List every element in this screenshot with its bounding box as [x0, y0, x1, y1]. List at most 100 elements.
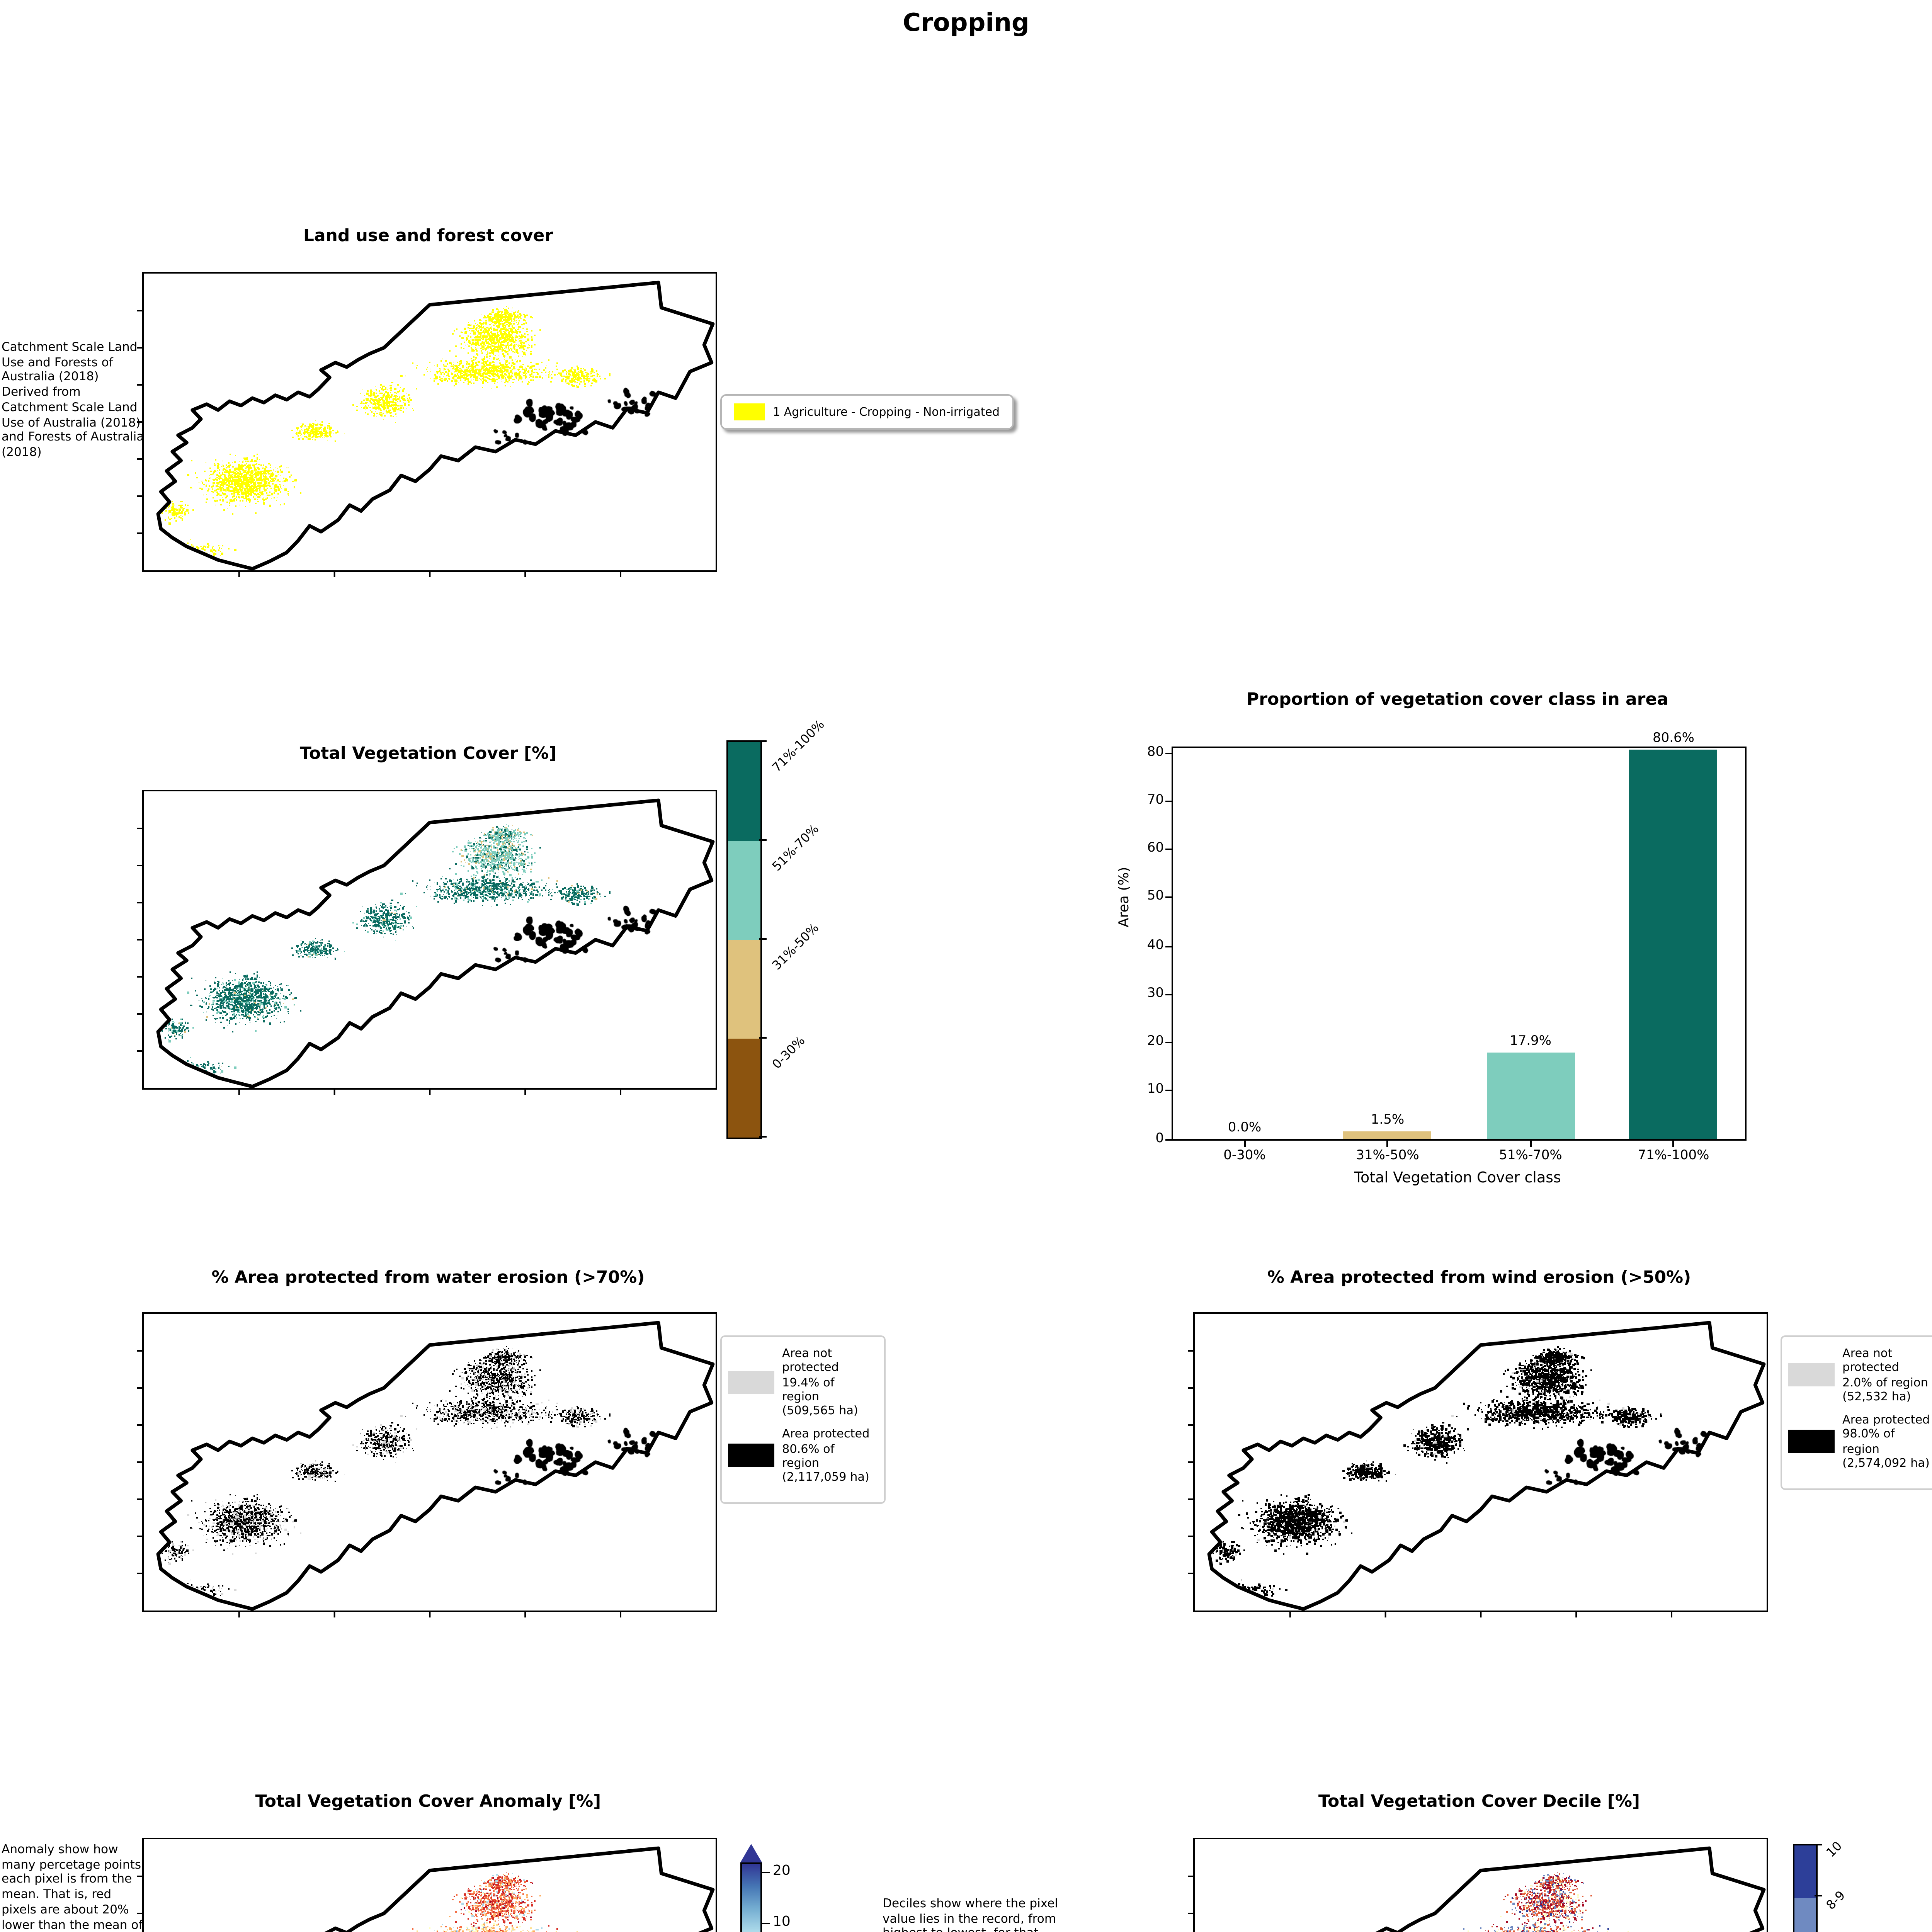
landuse-title: Land use and forest cover	[303, 226, 553, 246]
anomaly-map	[137, 1838, 717, 1932]
chart-y-tick-label: 60	[1147, 841, 1164, 857]
legend-label: Area not protected 19.4% of region (509,…	[782, 1346, 858, 1417]
anomaly-colorbar-tick	[762, 1922, 770, 1924]
chart-x-tick-label: 51%-70%	[1499, 1148, 1562, 1164]
wind-erosion-title: % Area protected from wind erosion (>50%…	[1267, 1267, 1691, 1287]
chart-bar	[1629, 750, 1718, 1139]
chart-y-tick	[1165, 993, 1173, 995]
legend-swatch-yellow	[734, 403, 765, 420]
anomaly-title: Total Vegetation Cover Anomaly [%]	[255, 1791, 601, 1811]
chart-y-tick-label: 40	[1147, 937, 1164, 953]
chart-y-tick-label: 20	[1147, 1034, 1164, 1050]
chart-bar-value-label: 0.0%	[1228, 1121, 1262, 1136]
legend-swatch-gray	[1788, 1363, 1835, 1386]
decile-colorbar-label: 10	[1824, 1839, 1845, 1860]
decile-colorbar	[1793, 1844, 1818, 1932]
tvc-colorbar-tick	[759, 740, 767, 742]
chart-x-tick	[1387, 1139, 1388, 1147]
legend-item: Area protected 98.0% of region (2,574,09…	[1788, 1413, 1932, 1470]
water-erosion-map	[137, 1312, 717, 1617]
decile-class-swatch	[1794, 1897, 1816, 1932]
chart-x-tick	[1244, 1139, 1245, 1147]
legend-swatch-black	[1788, 1430, 1835, 1453]
tvc-class-swatch	[728, 841, 760, 940]
chart-y-tick	[1165, 897, 1173, 899]
legend-label: Area protected 98.0% of region (2,574,09…	[1842, 1413, 1930, 1469]
chart-y-tick-label: 80	[1147, 744, 1164, 760]
tvc-colorbar-tick	[759, 1136, 767, 1138]
tvc-colorbar-label: 51%-70%	[770, 822, 822, 874]
proportion-bar-chart: 0 10 20 30 40 50 60 70 80 0.0% 0-30% 1.5% 31%-50% 17.…	[1147, 731, 1747, 1164]
decile-class-swatch	[1794, 1845, 1816, 1898]
colorbar-gradient	[740, 1862, 762, 1932]
catchment-outline	[137, 281, 715, 577]
chart-y-tick	[1165, 1042, 1173, 1044]
anomaly-colorbar	[740, 1844, 762, 1932]
catchment-outline	[137, 1846, 715, 1932]
decile-colorbar-tick	[1815, 1895, 1822, 1897]
proportion-chart-title: Proportion of vegetation cover class in …	[1247, 689, 1668, 709]
landuse-legend-label: 1 Agriculture - Cropping - Non-irrigated	[773, 405, 1000, 419]
water-erosion-map-pixels	[144, 1314, 716, 1611]
anomaly-map-pixels	[144, 1839, 716, 1932]
tvc-colorbar-tick	[759, 839, 767, 841]
landuse-legend: 1 Agriculture - Cropping - Non-irrigated	[720, 394, 1014, 430]
chart-y-tick-label: 10	[1147, 1082, 1164, 1098]
chart-y-tick	[1165, 752, 1173, 754]
anomaly-colorbar-tick-label: 10	[773, 1915, 791, 1930]
chart-bar-value-label: 1.5%	[1371, 1113, 1405, 1129]
chart-y-tick	[1165, 800, 1173, 802]
chart-bar-value-label: 17.9%	[1509, 1034, 1551, 1050]
tvc-title: Total Vegetation Cover [%]	[299, 743, 557, 764]
legend-label: Area protected 80.6% of region (2,117,05…	[782, 1427, 870, 1484]
tvc-map	[137, 790, 717, 1095]
catchment-outline	[1188, 1846, 1766, 1932]
chart-y-axis-label: Area (%)	[1117, 867, 1133, 927]
decile-title: Total Vegetation Cover Decile [%]	[1318, 1791, 1640, 1811]
legend-swatch-black	[728, 1444, 774, 1467]
chart-bar	[1486, 1053, 1575, 1139]
chart-y-tick-label: 30	[1147, 986, 1164, 1002]
chart-x-tick-label: 31%-50%	[1356, 1148, 1419, 1164]
chart-y-tick	[1165, 945, 1173, 947]
tvc-class-swatch	[728, 742, 760, 841]
decile-colorbar-label: 8-9	[1824, 1888, 1848, 1912]
tvc-map-pixels	[144, 791, 716, 1088]
chart-x-tick	[1673, 1139, 1674, 1147]
legend-label: Area not protected 2.0% of region (52,53…	[1842, 1346, 1928, 1403]
legend-item: Area not protected 2.0% of region (52,53…	[1788, 1346, 1932, 1403]
wind-erosion-map-pixels	[1195, 1314, 1767, 1611]
chart-y-tick	[1165, 1090, 1173, 1092]
chart-x-tick-label: 0-30%	[1223, 1148, 1266, 1164]
colorbar-arrow-up	[740, 1844, 762, 1862]
chart-y-tick	[1165, 849, 1173, 850]
catchment-outline	[1188, 1321, 1766, 1617]
chart-x-tick	[1530, 1139, 1531, 1147]
landuse-source-note: Catchment Scale Land Use and Forests of …	[2, 340, 144, 459]
anomaly-colorbar-tick-label: 20	[773, 1864, 791, 1880]
landuse-map	[137, 272, 717, 577]
chart-x-axis-label: Total Vegetation Cover class	[1354, 1170, 1561, 1187]
chart-y-tick-label: 70	[1147, 793, 1164, 808]
tvc-colorbar-tick	[759, 938, 767, 940]
chart-y-tick-label: 0	[1155, 1131, 1164, 1146]
tvc-colorbar-label: 31%-50%	[770, 921, 822, 973]
chart-y-tick-label: 50	[1147, 889, 1164, 905]
tvc-class-swatch	[728, 940, 760, 1039]
legend-item: Area protected 80.6% of region (2,117,05…	[728, 1427, 878, 1484]
decile-map-pixels	[1195, 1839, 1767, 1932]
chart-bar	[1344, 1132, 1432, 1139]
decile-note: Deciles show where the pixel value lies …	[883, 1896, 1058, 1932]
wind-erosion-map	[1188, 1312, 1768, 1617]
landuse-map-pixels	[144, 274, 716, 570]
chart-x-tick-label: 71%-100%	[1638, 1148, 1709, 1164]
page-title: Cropping	[903, 8, 1029, 37]
chart-y-tick	[1165, 1138, 1173, 1140]
chart-bar-value-label: 80.6%	[1652, 731, 1694, 747]
tvc-colorbar-label: 0-30%	[770, 1034, 808, 1072]
legend-item: Area not protected 19.4% of region (509,…	[728, 1346, 878, 1418]
tvc-colorbar-tick	[759, 1037, 767, 1039]
anomaly-colorbar-tick	[762, 1872, 770, 1874]
catchment-outline	[137, 798, 715, 1095]
